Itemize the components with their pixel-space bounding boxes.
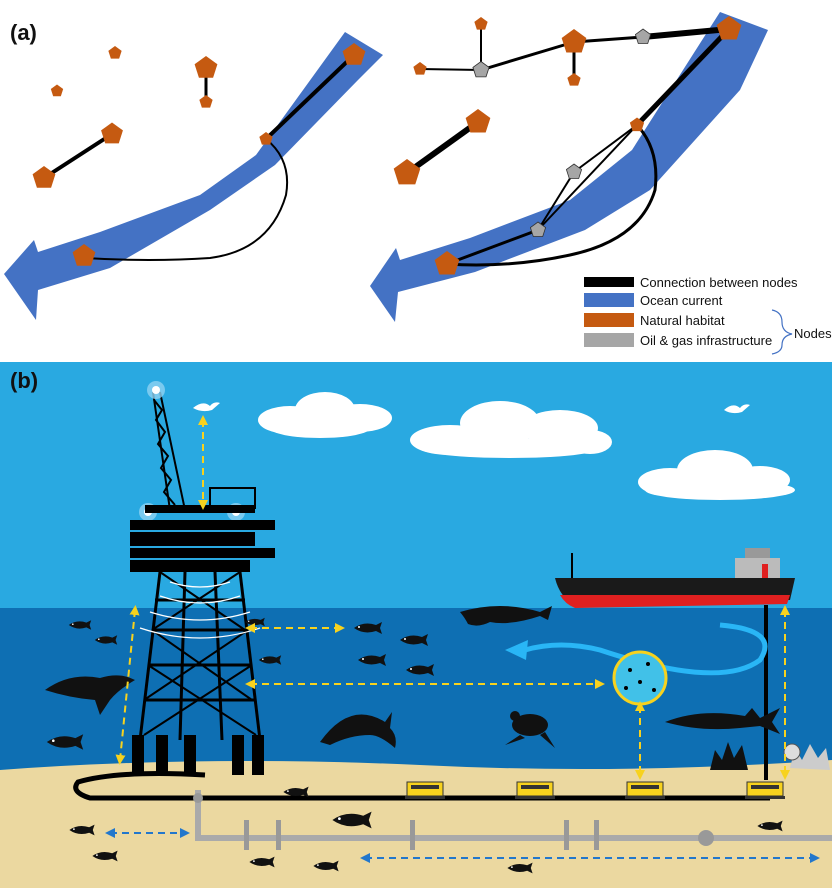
turtle-icon: [505, 711, 555, 748]
seabed-pipeline: [195, 790, 832, 841]
platform-derrick: [152, 391, 186, 511]
panel-b: (b): [0, 362, 832, 888]
ocean-current-arrow: [524, 622, 768, 676]
shark-icon: [665, 708, 780, 734]
connectivity-arrows-blue: [105, 828, 820, 863]
whale-icon: [460, 606, 552, 626]
legend-label-habitat: Natural habitat: [640, 313, 725, 328]
cloud-3: [638, 450, 795, 500]
light-icon: [152, 386, 160, 394]
seal-icon: [45, 675, 135, 715]
cloud-1: [258, 392, 392, 438]
seabed: [0, 760, 832, 888]
legend-nodes-brace: [771, 309, 793, 355]
reef: [710, 742, 830, 770]
legend-swatch-ocean-current: [584, 293, 634, 307]
seabird-icon: [724, 404, 750, 414]
noise-waves: [139, 581, 261, 639]
legend-swatch-infrastructure: [584, 333, 634, 347]
sea: [0, 608, 832, 778]
legend-label-infrastructure: Oil & gas infrastructure: [640, 333, 772, 348]
clouds: [258, 392, 795, 500]
connectivity-arrows-yellow: [115, 415, 790, 780]
plankton-circle: [612, 650, 668, 706]
legend-label-nodes: Nodes: [794, 326, 832, 341]
export-pipeline: [73, 771, 770, 801]
panel-a-label: (a): [10, 20, 37, 45]
subsea-structure-icon: [624, 781, 666, 800]
subsea-structure-icon: [514, 781, 556, 800]
pipeline-valves: [193, 793, 714, 850]
ocean-current-arrow-left: [4, 32, 383, 320]
legend-swatch-habitat: [584, 313, 634, 327]
legend-label-connection: Connection between nodes: [640, 275, 798, 290]
ocean-current-arrowhead: [505, 640, 528, 660]
subsea-structure-icon: [744, 781, 786, 800]
seabird-icon: [193, 402, 220, 412]
legend: Connection between nodes Ocean current N…: [584, 275, 832, 355]
cloud-2: [410, 401, 612, 458]
seabirds: [193, 402, 750, 414]
legend-label-ocean-current: Ocean current: [640, 293, 723, 308]
platform-jacket: [138, 571, 262, 741]
oil-platform: [130, 381, 275, 775]
ocean-current-arrow-right: [370, 12, 768, 322]
dolphin-icon: [320, 712, 396, 748]
legend-swatch-connection: [584, 277, 634, 287]
panel-b-label: (b): [10, 368, 38, 393]
ship: [555, 548, 795, 780]
panel-a: (a): [4, 12, 832, 355]
subsea-structure-icon: [404, 781, 446, 800]
